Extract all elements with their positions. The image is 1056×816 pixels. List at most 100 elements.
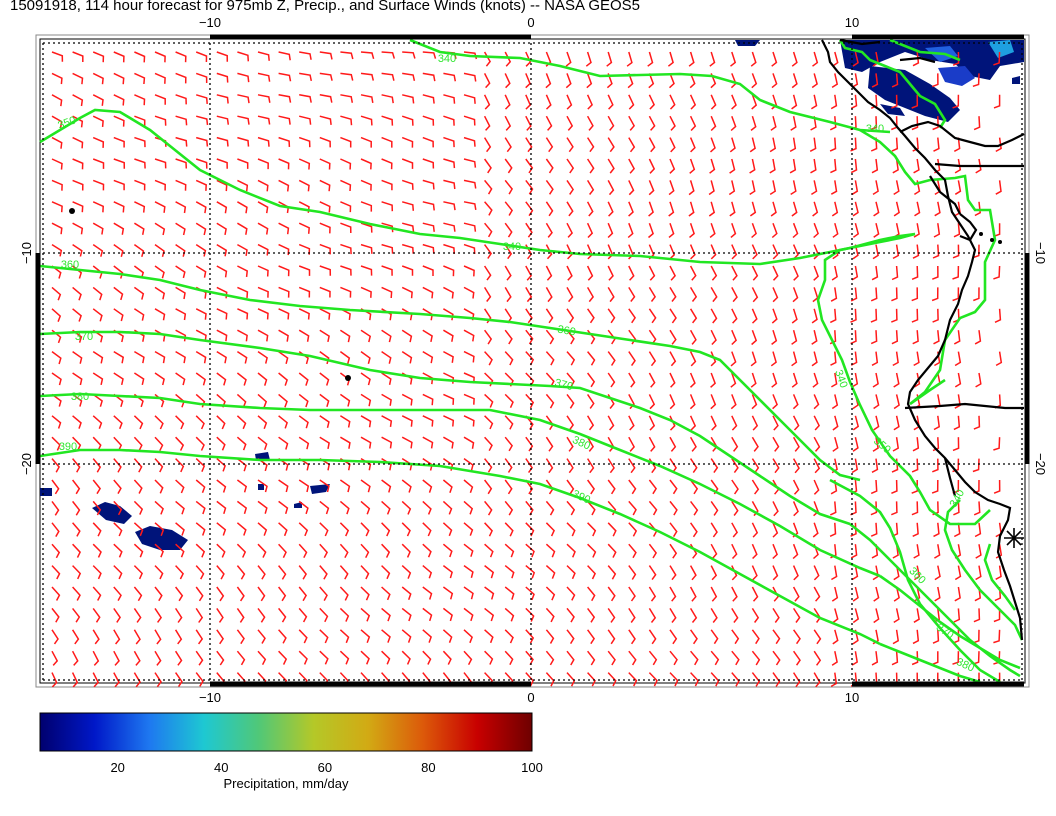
wind-barb-icon (566, 329, 575, 345)
wind-barb-icon (72, 565, 82, 580)
wind-barb-icon (993, 94, 1001, 109)
wind-barb-icon (360, 115, 373, 126)
precip-area (840, 40, 1024, 80)
wind-barb-icon (832, 223, 839, 238)
wind-barb-icon (195, 94, 208, 104)
wind-barb-icon (669, 565, 677, 581)
wind-barb-icon (972, 244, 980, 259)
wind-barb-icon (728, 180, 736, 196)
wind-barb-icon (360, 629, 371, 643)
wind-barb-icon (648, 94, 655, 110)
wind-barb-icon (299, 72, 313, 82)
lon-tick-label: 0 (527, 690, 534, 705)
wind-barb-icon (832, 415, 839, 431)
wind-barb-icon (504, 51, 512, 67)
wind-barb-icon (850, 330, 857, 345)
wind-barb-icon (134, 51, 146, 63)
wind-barb-icon (607, 650, 616, 666)
wind-barb-icon (525, 586, 535, 601)
wind-barb-icon (463, 243, 476, 255)
wind-barb-icon (607, 222, 614, 239)
wind-barb-icon (360, 543, 370, 559)
wind-barb-icon (422, 115, 435, 126)
island-marker (345, 375, 351, 381)
wind-barb-icon (585, 51, 592, 67)
wind-barb-icon (710, 608, 718, 623)
wind-barb-icon (298, 607, 308, 623)
wind-barb-icon (175, 136, 188, 147)
wind-barb-icon (133, 286, 145, 300)
wind-barb-icon (973, 608, 981, 623)
wind-barb-icon (463, 522, 474, 536)
wind-barb-icon (92, 94, 104, 106)
wind-barb-icon (628, 522, 638, 537)
wind-barb-icon (319, 308, 331, 320)
wind-barb-icon (113, 543, 123, 558)
wind-barb-icon (545, 629, 555, 644)
wind-barb-icon (566, 372, 575, 388)
wind-barb-icon (953, 330, 961, 345)
wind-barb-icon (628, 565, 637, 580)
wind-barb-icon (360, 136, 372, 148)
wind-barb-icon (402, 222, 415, 233)
wind-barb-icon (113, 51, 125, 63)
wind-barb-icon (154, 201, 166, 213)
wind-barb-icon (504, 607, 515, 622)
wind-barb-icon (133, 629, 141, 645)
wind-barb-icon (92, 607, 101, 623)
wind-barb-icon (195, 265, 207, 278)
wind-barb-icon (525, 672, 535, 687)
contour-east-a (829, 478, 1001, 684)
wind-barb-icon (72, 436, 82, 451)
wind-barb-icon (832, 437, 839, 452)
wind-barb-icon (607, 586, 616, 602)
wind-barb-icon (525, 436, 534, 452)
wind-barb-icon (278, 329, 289, 342)
wind-barb-icon (975, 544, 982, 559)
wind-barb-icon (525, 201, 534, 217)
wind-barb-icon (771, 372, 778, 388)
wind-barb-icon (113, 308, 124, 322)
wind-barb-icon (792, 265, 799, 281)
wind-barb-icon (811, 351, 818, 367)
wind-barb-icon (829, 116, 837, 131)
wind-barb-icon (340, 265, 352, 276)
wind-barb-icon (237, 94, 250, 104)
wind-barb-icon (751, 479, 760, 495)
wind-barb-icon (381, 179, 393, 191)
wind-barb-icon (72, 72, 84, 85)
wind-barb-icon (525, 115, 532, 131)
wind-barb-icon (360, 415, 372, 428)
wind-barb-icon (51, 607, 60, 623)
wind-barb-icon (72, 350, 83, 364)
wind-barb-icon (972, 458, 980, 473)
wind-barb-icon (195, 158, 208, 169)
wind-barb-icon (566, 137, 574, 153)
wind-barb-icon (257, 415, 268, 429)
wind-barb-icon (422, 201, 435, 211)
wind-barb-icon (993, 223, 1001, 238)
wind-barb-icon (954, 565, 962, 581)
wind-barb-icon (731, 672, 740, 687)
wind-barb-icon (154, 586, 163, 602)
map-title: 15091918, 114 hour forecast for 975mb Z,… (10, 0, 641, 14)
wind-barb-icon (401, 607, 412, 622)
wind-barb-icon (92, 286, 103, 301)
wind-barb-icon (381, 522, 391, 537)
wind-barb-icon (51, 650, 59, 666)
wind-barb-icon (893, 372, 900, 388)
wind-barb-icon (911, 501, 919, 516)
wind-barb-icon (484, 415, 494, 430)
wind-barb-icon (751, 650, 761, 666)
wind-barb-icon (892, 437, 900, 452)
wind-barb-icon (953, 608, 961, 623)
wind-barb-icon (195, 436, 205, 451)
wind-barb-icon (175, 479, 185, 494)
wind-barb-icon (873, 394, 880, 410)
wind-barb-icon (751, 608, 760, 623)
wind-barb-icon (731, 265, 738, 281)
wind-barb-icon (525, 393, 535, 409)
wind-barb-icon (422, 586, 433, 600)
wind-barb-icon (709, 158, 716, 174)
wind-barb-icon (830, 287, 838, 302)
